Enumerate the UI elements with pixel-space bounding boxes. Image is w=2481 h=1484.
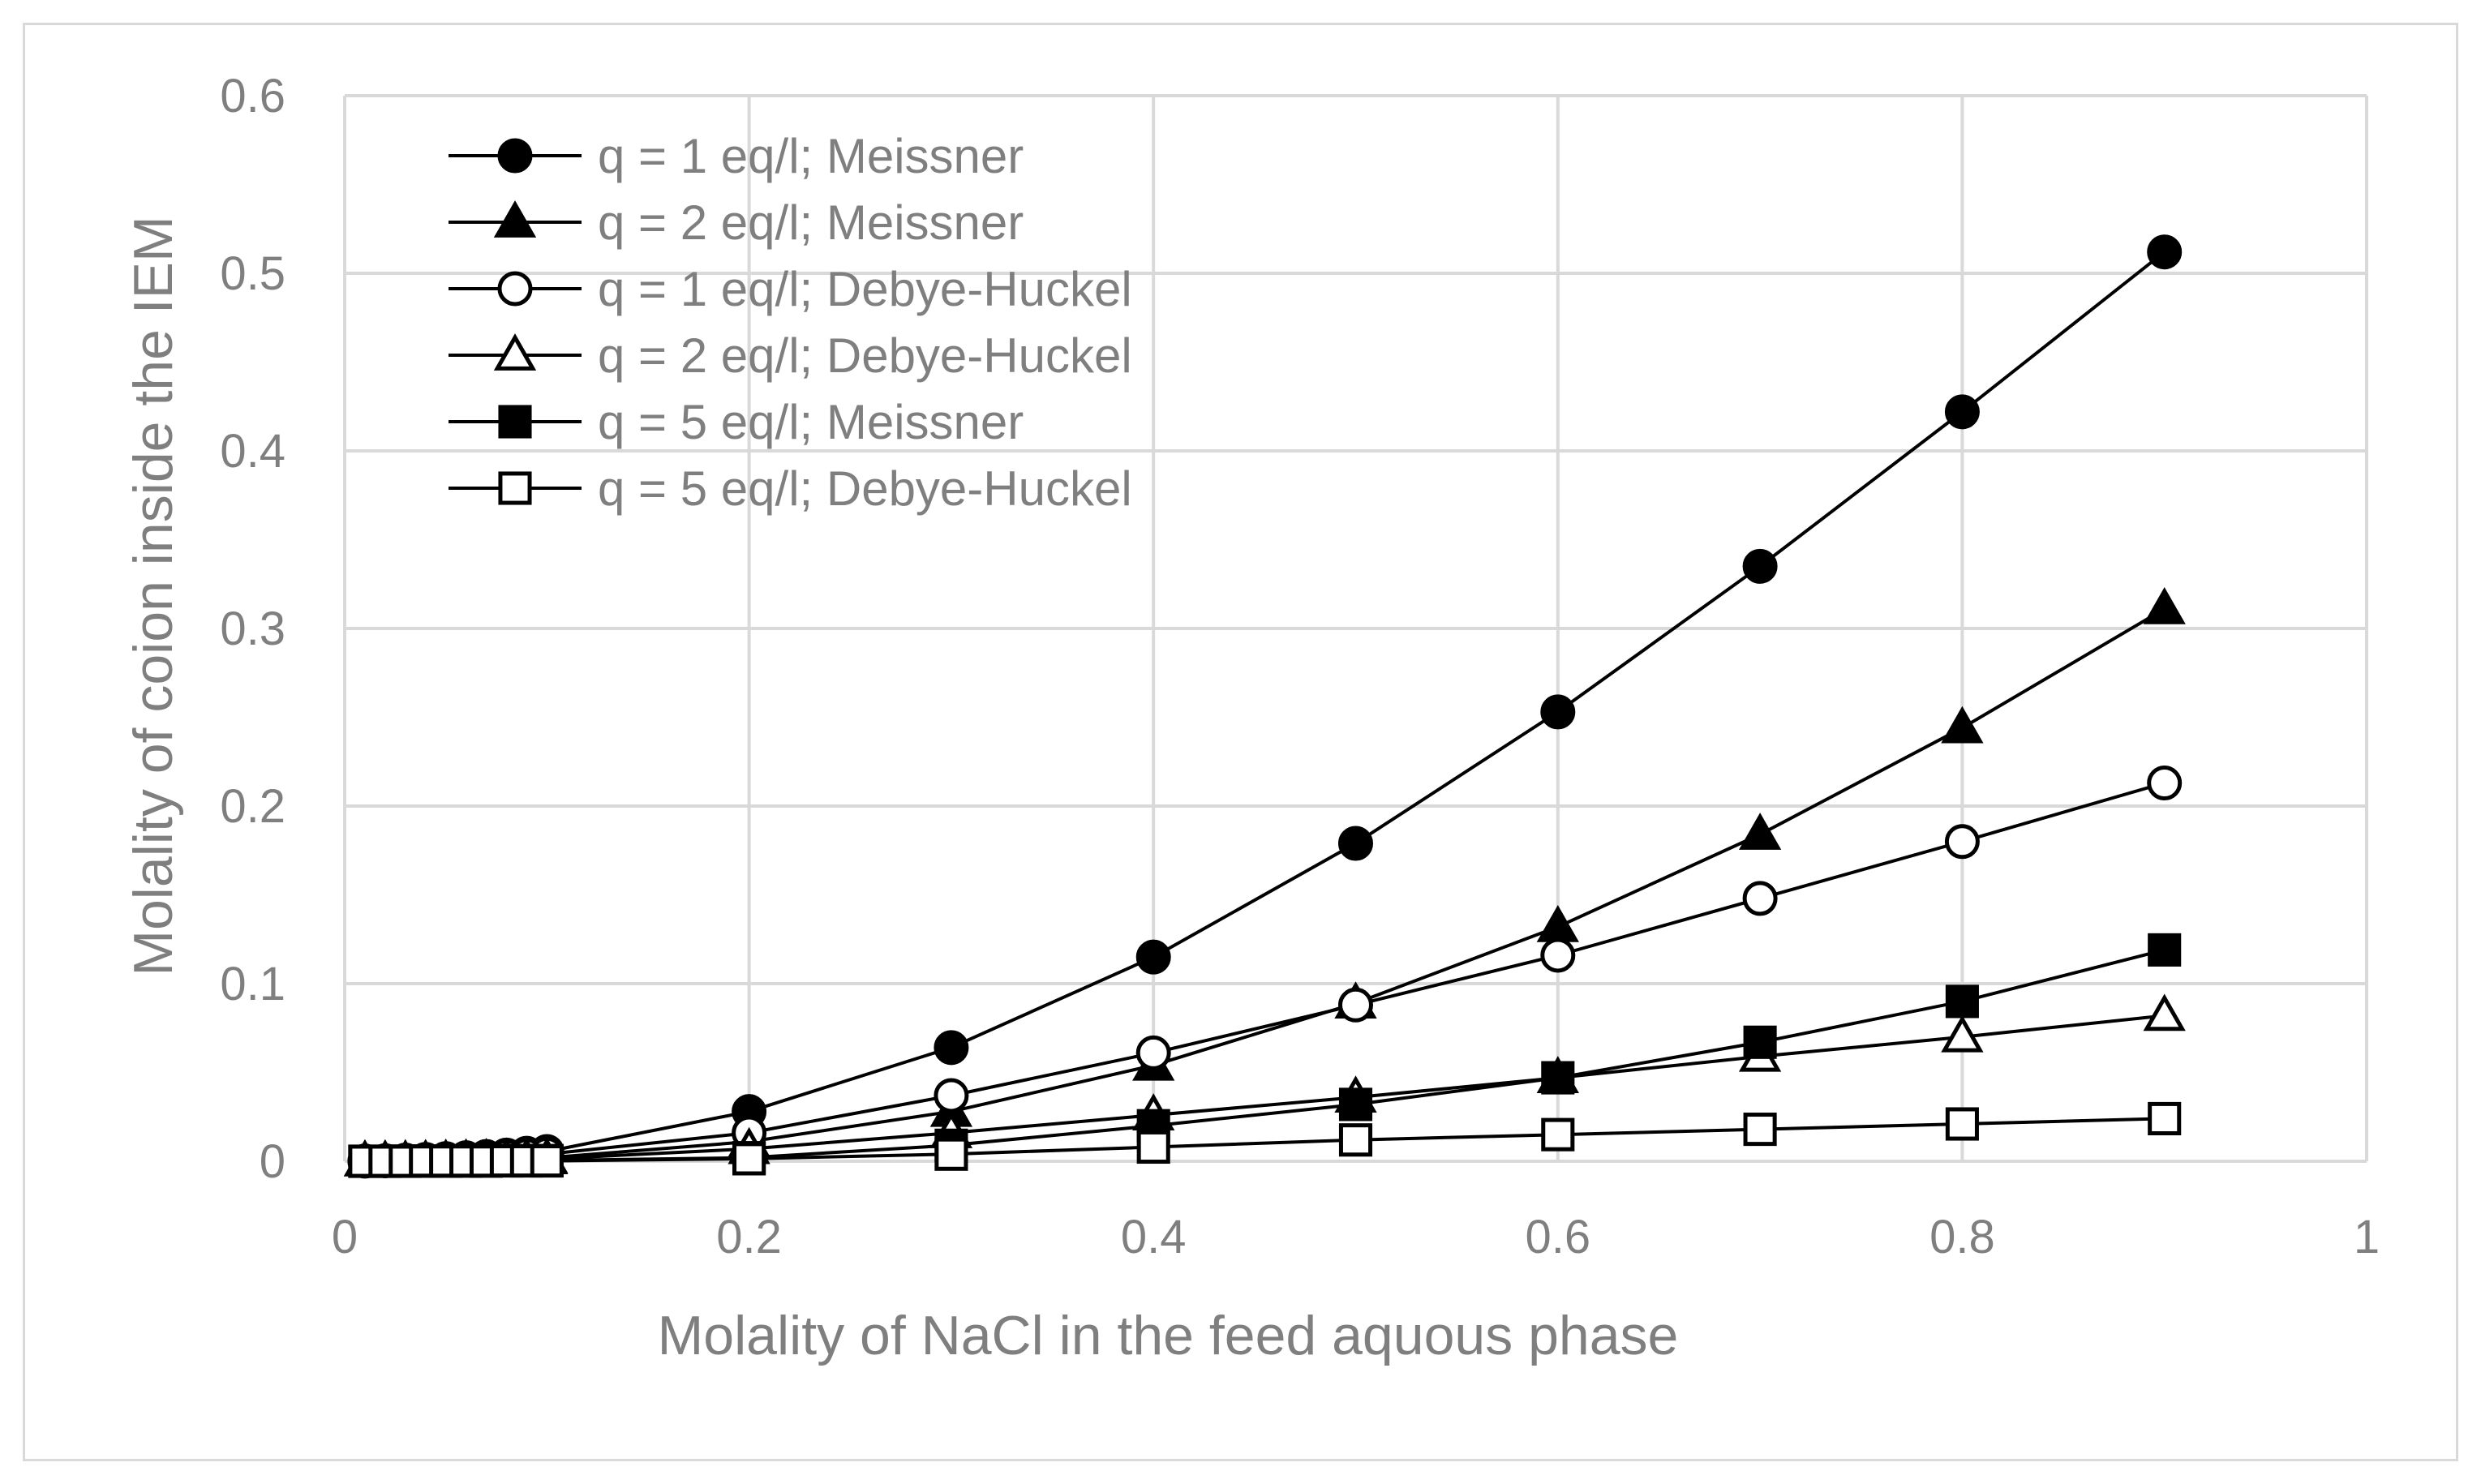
data-point: [1541, 1117, 1575, 1152]
data-point: [934, 1137, 968, 1171]
data-point: [2147, 766, 2183, 801]
y-tick-label: 0.1: [220, 958, 285, 1010]
data-point: [1945, 1107, 1979, 1141]
chart-frame: [23, 23, 2458, 1461]
data-point: [1738, 813, 1782, 850]
legend-marker: [498, 405, 532, 439]
data-point: [1540, 937, 1576, 973]
legend-item: q = 2 eq/l; Meissner: [449, 195, 1024, 250]
data-point: [1135, 939, 1171, 975]
series-4: [343, 993, 2186, 1177]
data-point: [1536, 905, 1579, 942]
legend-item: q = 1 eq/l; Debye-Huckel: [449, 262, 1132, 316]
grid: [343, 94, 2368, 1163]
y-tick-label: 0.5: [220, 247, 285, 300]
data-point: [530, 1144, 564, 1178]
legend-label: q = 5 eq/l; Meissner: [598, 395, 1024, 449]
legend-label: q = 2 eq/l; Meissner: [598, 195, 1024, 250]
legend-item: q = 5 eq/l; Debye-Huckel: [449, 461, 1132, 516]
data-point: [1742, 548, 1778, 584]
legend-label: q = 1 eq/l; Meissner: [598, 129, 1024, 183]
legend-label: q = 5 eq/l; Debye-Huckel: [598, 461, 1132, 516]
data-point: [1338, 987, 1373, 1023]
series-line: [364, 1014, 2165, 1163]
y-tick-label: 0.6: [220, 70, 285, 122]
series-6: [348, 1101, 2182, 1178]
y-axis-title: Molality of coion inside the IEM: [122, 216, 184, 976]
x-axis-title: Molality of NaCl in the feed aquous phas…: [658, 1305, 1679, 1366]
data-point: [1338, 826, 1373, 861]
x-tick-label: 1: [2354, 1211, 2380, 1263]
data-point: [1743, 1025, 1777, 1059]
y-tick-label: 0: [260, 1135, 285, 1188]
data-point: [1540, 694, 1576, 730]
series-2: [343, 587, 2186, 1177]
data-point: [1941, 1014, 1984, 1053]
data-point: [934, 1030, 969, 1066]
y-tick-labels: 0 0.1 0.2 0.3 0.4 0.5 0.6: [220, 70, 285, 1188]
y-tick-label: 0.4: [220, 425, 285, 478]
legend-marker: [493, 200, 537, 238]
data-point: [1135, 1035, 1171, 1070]
data-point: [2147, 234, 2183, 270]
data-point: [1338, 1087, 1373, 1122]
data-point: [1541, 1061, 1575, 1095]
data-point: [1338, 1123, 1373, 1157]
data-point: [934, 1078, 969, 1113]
legend: q = 1 eq/l; Meissner q = 2 eq/l; Meissner…: [449, 129, 1132, 516]
data-point: [1743, 1113, 1777, 1147]
data-point: [1941, 706, 1984, 744]
data-point: [2143, 587, 2186, 624]
series-5: [348, 933, 2182, 1178]
x-tick-label: 0.6: [1525, 1211, 1590, 1263]
data-point: [1945, 984, 1979, 1019]
legend-item: q = 2 eq/l; Debye-Huckel: [449, 328, 1132, 383]
legend-label: q = 2 eq/l; Debye-Huckel: [598, 328, 1132, 383]
data-point: [1136, 1130, 1170, 1164]
y-tick-label: 0.3: [220, 603, 285, 655]
legend-label: q = 1 eq/l; Debye-Huckel: [598, 262, 1132, 316]
data-point: [1944, 824, 1980, 860]
x-tick-label: 0.2: [716, 1211, 782, 1263]
x-tick-label: 0.4: [1121, 1211, 1187, 1263]
legend-item: q = 1 eq/l; Meissner: [449, 129, 1024, 183]
series-line: [364, 948, 2166, 1163]
data-point: [732, 1142, 766, 1176]
x-tick-labels: 0 0.2 0.4 0.6 0.8 1: [332, 1211, 2380, 1263]
legend-marker: [497, 138, 533, 174]
series-layer: [343, 234, 2186, 1179]
data-point: [1742, 881, 1778, 916]
series-line: [364, 251, 2166, 1163]
legend-marker: [497, 271, 533, 307]
x-tick-label: 0: [332, 1211, 358, 1263]
series-line: [364, 607, 2166, 1163]
legend-marker: [493, 333, 537, 371]
legend-marker: [498, 471, 532, 505]
data-point: [2143, 993, 2186, 1032]
data-point: [2148, 933, 2182, 967]
y-tick-label: 0.2: [220, 780, 285, 833]
x-tick-label: 0.8: [1929, 1211, 1995, 1263]
data-point: [2148, 1101, 2182, 1135]
legend-item: q = 5 eq/l; Meissner: [449, 395, 1024, 449]
data-point: [1944, 394, 1980, 430]
